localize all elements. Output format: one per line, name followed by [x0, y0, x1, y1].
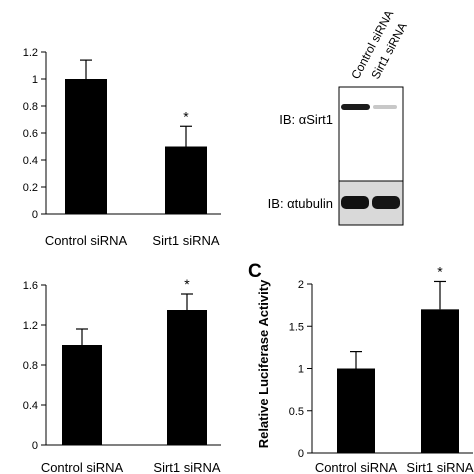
y-tick-label: 0.4: [23, 155, 38, 167]
category-label-2: Sirt1 siRNA: [152, 233, 220, 248]
blot-sirt1-panel: [338, 86, 404, 182]
significance-mark-2: *: [183, 108, 189, 124]
panel-label-c: C: [248, 261, 262, 282]
y-tick-label: 1.6: [23, 280, 38, 292]
y-tick-label: 0.4: [23, 400, 38, 412]
bar-1: [65, 79, 107, 214]
y-tick-label: 1: [298, 364, 304, 376]
y-tick-label: 1.5: [289, 321, 304, 333]
chart-bottom-left: * 0 0.4 0.8 1.2 1.6 Control siRNA Sirt1 siRNA: [23, 276, 221, 474]
chart-luciferase-activity: * 0 0.5 1 1.5 2 Control siRNA Sirt1 siRNA: [289, 263, 474, 474]
western-blot: Control siRNA Sirt1 siRNA IB: αSirt1 IB:…: [268, 8, 410, 226]
blot-label-sirt1: IB: αSirt1: [279, 112, 333, 127]
significance-mark-2: *: [184, 276, 190, 292]
bar-2: [165, 146, 207, 214]
y-tick-label: 0: [32, 209, 38, 221]
category-label-2: Sirt1 siRNA: [406, 460, 474, 474]
category-label-1: Control siRNA: [45, 233, 128, 248]
category-label-1: Control siRNA: [41, 460, 124, 474]
bar-1: [337, 368, 375, 453]
y-tick-label: 2: [298, 279, 304, 291]
blot-sirt1-band-control: [341, 104, 370, 110]
y-tick-label: 0: [32, 440, 38, 452]
y-tick-label: 1.2: [23, 320, 38, 332]
bar-2: [167, 310, 207, 445]
category-label-1: Control siRNA: [315, 460, 398, 474]
y-tick-label: 1.2: [23, 47, 38, 59]
y-tick-label: 0.2: [23, 182, 38, 194]
y-tick-label: 0.6: [23, 128, 38, 140]
blot-label-tubulin: IB: αtubulin: [268, 196, 333, 211]
blot-sirt1-band-sirt1: [373, 105, 397, 109]
y-tick-label: 0: [298, 448, 304, 460]
chart-sirt1-expression: * 0 0.2 0.4 0.6 0.8 1 1.2 Control siRNA Sirt1 siR…: [23, 47, 221, 248]
bar-1: [62, 345, 102, 445]
y-tick-label: 0.8: [23, 101, 38, 113]
category-label-2: Sirt1 siRNA: [153, 460, 221, 474]
bar-2: [421, 309, 459, 453]
significance-mark-2: *: [437, 263, 443, 279]
chart-c-ylabel: Relative Luciferase Activity: [256, 279, 271, 448]
y-tick-label: 1: [32, 74, 38, 86]
blot-tubulin-band-control: [341, 196, 369, 209]
y-tick-label: 0.5: [289, 406, 304, 418]
blot-tubulin-band-sirt1: [372, 196, 400, 209]
y-tick-label: 0.8: [23, 360, 38, 372]
